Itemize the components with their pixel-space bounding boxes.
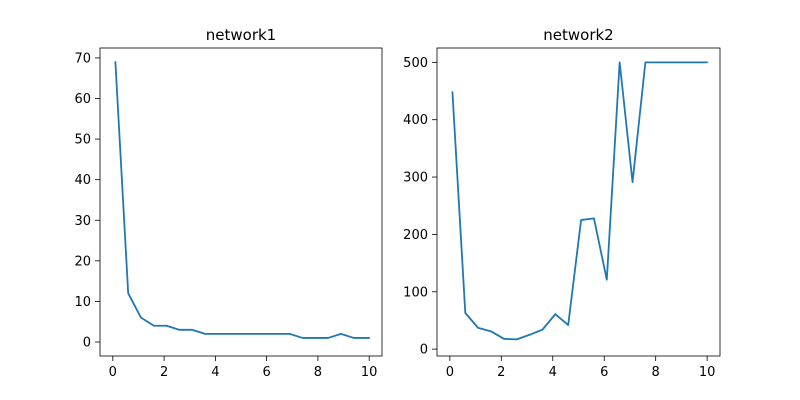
y-tick-label: 40 [74, 173, 91, 188]
y-tick-label: 20 [74, 254, 91, 269]
y-tick: 30 [74, 214, 100, 229]
axes-frame [99, 47, 383, 357]
x-tick: 10 [361, 356, 378, 380]
x-tick: 8 [652, 356, 660, 380]
axes-frame [436, 47, 721, 357]
y-tick-label: 500 [403, 56, 428, 71]
y-tick-label: 300 [403, 171, 428, 186]
x-tick: 10 [699, 356, 716, 380]
y-tick: 0 [83, 336, 100, 351]
series-line-0 [114, 61, 371, 339]
x-tick: 2 [160, 356, 168, 380]
x-tick-label: 6 [600, 365, 608, 380]
x-tick: 4 [211, 356, 220, 380]
y-tick-label: 60 [74, 92, 91, 107]
y-tick-label: 70 [74, 51, 91, 66]
x-tick-label: 0 [446, 365, 454, 380]
y-tick: 70 [74, 51, 100, 66]
x-tick-label: 10 [361, 365, 378, 380]
x-tick: 6 [262, 356, 271, 380]
y-tick-label: 0 [83, 336, 91, 351]
series-line-0 [451, 61, 709, 341]
x-tick: 0 [446, 356, 454, 380]
y-tick-label: 200 [403, 228, 428, 243]
y-tick-label: 400 [403, 113, 428, 128]
y-tick: 60 [74, 92, 100, 107]
x-tick-label: 2 [160, 365, 168, 380]
chart-title: network2 [543, 26, 613, 44]
x-tick-label: 2 [497, 365, 505, 380]
chart-network1: 0 2 4 6 8 10 0 10 20 30 40 50 60 70 network1 [74, 26, 383, 380]
y-tick-label: 0 [420, 343, 428, 358]
y-tick-label: 30 [74, 214, 91, 229]
y-tick: 10 [74, 295, 100, 310]
y-tick: 200 [403, 228, 437, 243]
x-tick-label: 10 [699, 365, 716, 380]
chart-title: network1 [206, 26, 276, 44]
y-tick: 500 [403, 56, 437, 71]
x-tick-label: 8 [652, 365, 660, 380]
y-tick: 300 [403, 171, 437, 186]
y-tick-label: 50 [74, 133, 91, 148]
y-tick: 50 [74, 133, 100, 148]
x-tick: 8 [314, 356, 322, 380]
y-tick: 20 [74, 254, 100, 269]
y-tick: 100 [403, 285, 437, 300]
x-tick: 6 [600, 356, 608, 380]
x-tick-label: 4 [211, 365, 219, 380]
x-tick-label: 8 [314, 365, 322, 380]
x-tick: 2 [497, 356, 505, 380]
y-tick: 400 [403, 113, 437, 128]
y-tick: 0 [420, 343, 437, 358]
x-tick-label: 6 [262, 365, 270, 380]
x-tick-label: 4 [549, 365, 557, 380]
x-tick: 0 [109, 356, 117, 380]
x-tick: 4 [549, 356, 557, 380]
y-tick: 40 [74, 173, 100, 188]
x-tick-label: 0 [109, 365, 117, 380]
y-tick-label: 100 [403, 285, 428, 300]
y-tick-label: 10 [74, 295, 91, 310]
